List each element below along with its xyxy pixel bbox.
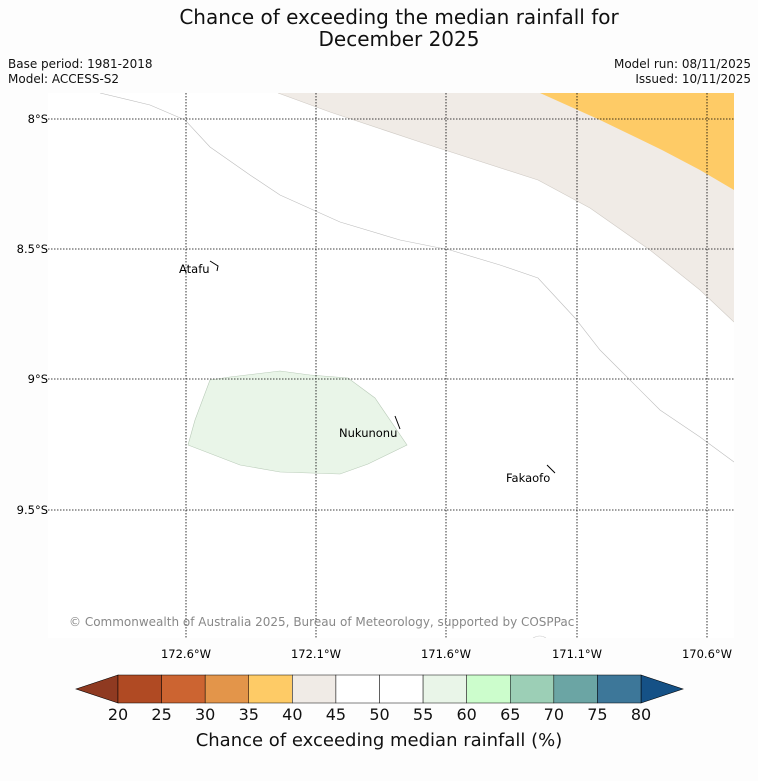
coast-fragment <box>532 635 547 638</box>
colorbar-tick-65: 65 <box>500 705 521 724</box>
contour-line-upper <box>99 93 734 463</box>
lat-label-9-5: 9.5°S <box>17 503 48 517</box>
colorbar-bin-30-35 <box>204 674 250 704</box>
place-label-nukunonu: Nukunonu <box>339 426 397 440</box>
meta-left: Base period: 1981-2018 Model: ACCESS-S2 <box>8 57 153 87</box>
colorbar-under-arrow <box>75 674 119 704</box>
colorbar-bin-35-40 <box>248 674 293 704</box>
model-text: Model: ACCESS-S2 <box>8 72 120 86</box>
colorbar-bin-55-60 <box>422 674 467 704</box>
lon-label-172-1: 172.1°W <box>291 647 341 661</box>
model-run-text: Model run: 08/11/2025 <box>613 57 751 71</box>
fakaofo-coastline <box>546 464 556 474</box>
copyright-credit: © Commonwealth of Australia 2025, Bureau… <box>69 615 574 629</box>
lon-label-172-6: 172.6°W <box>161 647 211 661</box>
meta-right: Model run: 08/11/2025 Issued: 10/11/2025 <box>614 57 751 87</box>
colorbar-tick-55: 55 <box>412 705 434 724</box>
lat-label-9: 9°S <box>28 372 48 386</box>
nukunonu-coastline <box>394 415 401 430</box>
colorbar <box>75 674 684 704</box>
colorbar-bin-25-30 <box>161 674 206 704</box>
colorbar-bin-45-50 <box>335 674 380 704</box>
lon-label-171-1: 171.1°W <box>552 647 602 661</box>
colorbar-tick-75: 75 <box>587 705 608 724</box>
colorbar-title: Chance of exceeding median rainfall (%) <box>195 730 563 751</box>
colorbar-bin-75-80 <box>597 674 642 704</box>
colorbar-tick-35: 35 <box>238 705 259 724</box>
colorbar-tick-45: 45 <box>325 705 347 724</box>
contour-line-beige <box>277 93 734 323</box>
lat-label-8: 8°S <box>28 112 48 126</box>
atafu-coastline <box>209 260 219 272</box>
map-area: Atafu Nukunonu Fakaofo © Commonwealth of… <box>48 93 734 638</box>
graticule <box>48 93 734 638</box>
colorbar-tick-50: 50 <box>369 705 390 724</box>
colorbar-bin-40-45 <box>292 674 337 704</box>
lon-label-171-6: 171.6°W <box>421 647 471 661</box>
colorbar-tick-70: 70 <box>543 705 565 724</box>
colorbar-bin-20-25 <box>117 674 162 704</box>
colorbar-tick-80: 80 <box>630 705 652 724</box>
colorbar-bin-70-75 <box>553 674 598 704</box>
colorbar-bin-50-55 <box>379 674 424 704</box>
issued-text: Issued: 10/11/2025 <box>635 72 751 86</box>
probability-zone-55-60 <box>187 370 408 475</box>
title-line-2: December 2025 <box>318 27 480 51</box>
chart-title: Chance of exceeding the median rainfall … <box>0 6 758 50</box>
colorbar-tick-25: 25 <box>151 705 172 724</box>
probability-zone-40-45 <box>278 93 734 322</box>
lat-label-8-5: 8.5°S <box>17 242 48 256</box>
colorbar-tick-40: 40 <box>282 705 303 724</box>
colorbar-tick-30: 30 <box>194 705 216 724</box>
probability-zone-35-40 <box>540 93 734 190</box>
lon-label-170-6: 170.6°W <box>682 647 732 661</box>
colorbar-tick-20: 20 <box>107 705 129 724</box>
base-period-text: Base period: 1981-2018 <box>8 57 153 71</box>
title-line-1: Chance of exceeding the median rainfall … <box>179 5 619 29</box>
colorbar-over-arrow <box>640 674 684 704</box>
colorbar-tick-60: 60 <box>456 705 477 724</box>
place-label-atafu: Atafu <box>179 262 210 276</box>
place-label-fakaofo: Fakaofo <box>506 471 550 485</box>
colorbar-bin-60-65 <box>466 674 511 704</box>
colorbar-bin-65-70 <box>510 674 555 704</box>
